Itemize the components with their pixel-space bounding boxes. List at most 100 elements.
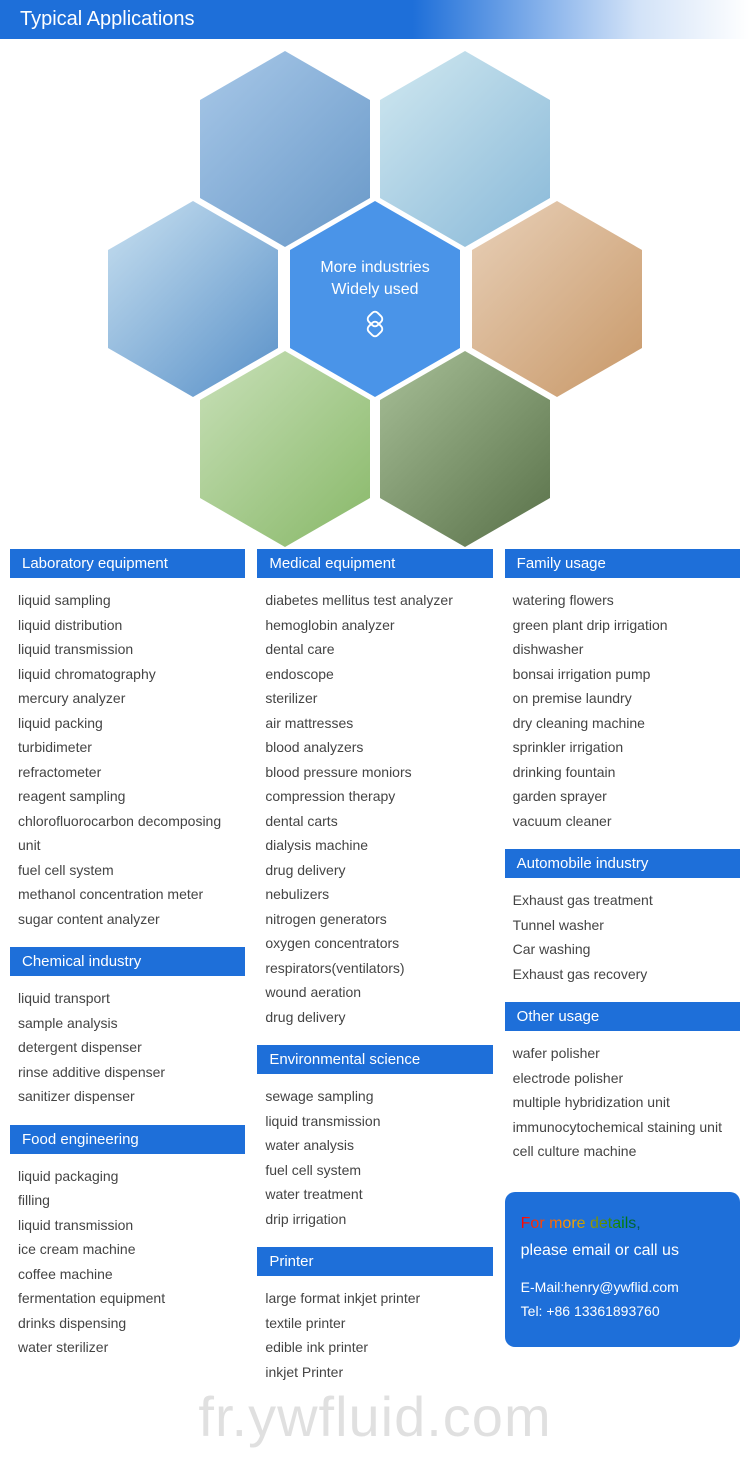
list-item: bonsai irrigation pump bbox=[513, 662, 732, 687]
header-bar: Typical Applications bbox=[0, 0, 750, 39]
section-header: Printer bbox=[257, 1247, 492, 1276]
list-item: fuel cell system bbox=[265, 1158, 484, 1183]
page-title: Typical Applications bbox=[20, 8, 730, 31]
list-item: Car washing bbox=[513, 937, 732, 962]
section-items: diabetes mellitus test analyzerhemoglobi… bbox=[257, 588, 492, 1045]
list-item: hemoglobin analyzer bbox=[265, 613, 484, 638]
list-item: drinks dispensing bbox=[18, 1311, 237, 1336]
list-item: blood analyzers bbox=[265, 735, 484, 760]
list-item: water analysis bbox=[265, 1133, 484, 1158]
section-header: Other usage bbox=[505, 1002, 740, 1031]
contact-box: For more details,please email or call us… bbox=[505, 1192, 740, 1348]
list-item: rinse additive dispenser bbox=[18, 1060, 237, 1085]
list-item: garden sprayer bbox=[513, 784, 732, 809]
list-item: respirators(ventilators) bbox=[265, 956, 484, 981]
list-item: drug delivery bbox=[265, 1005, 484, 1030]
list-item: dental care bbox=[265, 637, 484, 662]
list-item: edible ink printer bbox=[265, 1335, 484, 1360]
section-items: liquid samplingliquid distribution liquid… bbox=[10, 588, 245, 947]
list-item: fermentation equipment bbox=[18, 1286, 237, 1311]
list-item: fuel cell system bbox=[18, 858, 237, 883]
list-item: liquid sampling bbox=[18, 588, 237, 613]
list-item: refractometer bbox=[18, 760, 237, 785]
list-item: Exhaust gas recovery bbox=[513, 962, 732, 987]
section-items: liquid transportsample analysisdetergent… bbox=[10, 986, 245, 1125]
list-item: liquid transport bbox=[18, 986, 237, 1011]
list-item: chlorofluorocarbon decomposing unit bbox=[18, 809, 237, 858]
list-item: immunocytochemical staining unit bbox=[513, 1115, 732, 1140]
list-item: drug delivery bbox=[265, 858, 484, 883]
list-item: multiple hybridization unit bbox=[513, 1090, 732, 1115]
column-1: Laboratory equipmentliquid samplingliqui… bbox=[10, 549, 245, 1400]
hex-image-irrigation bbox=[380, 351, 550, 547]
section-items: sewage samplingliquid transmissionwater … bbox=[257, 1084, 492, 1247]
list-item: filling bbox=[18, 1188, 237, 1213]
list-item: cell culture machine bbox=[513, 1139, 732, 1164]
list-item: coffee machine bbox=[18, 1262, 237, 1287]
list-item: nitrogen generators bbox=[265, 907, 484, 932]
section-items: Exhaust gas treatmentTunnel washerCar wa… bbox=[505, 888, 740, 1002]
list-item: dental carts bbox=[265, 809, 484, 834]
link-icon bbox=[360, 309, 390, 339]
section-header: Family usage bbox=[505, 549, 740, 578]
list-item: water treatment bbox=[265, 1182, 484, 1207]
list-item: watering flowers bbox=[513, 588, 732, 613]
column-2: Medical equipment diabetes mellitus test … bbox=[257, 549, 492, 1400]
list-item: sterilizer bbox=[265, 686, 484, 711]
contact-email: E-Mail:henry@ywflid.com bbox=[521, 1276, 724, 1300]
section-header: Automobile industry bbox=[505, 849, 740, 878]
section-header: Medical equipment bbox=[257, 549, 492, 578]
contact-cta-line1: For more details, bbox=[521, 1210, 724, 1237]
list-item: endoscope bbox=[265, 662, 484, 687]
list-item: mercury analyzer bbox=[18, 686, 237, 711]
section-items: wafer polisherelectrode polishermultiple… bbox=[505, 1041, 740, 1180]
list-item: water sterilizer bbox=[18, 1335, 237, 1360]
section-items: large format inkjet printertextile print… bbox=[257, 1286, 492, 1400]
hex-center-line1: More industries bbox=[320, 259, 429, 277]
list-item: ice cream machine bbox=[18, 1237, 237, 1262]
list-item: nebulizers bbox=[265, 882, 484, 907]
list-item: liquid transmission bbox=[265, 1109, 484, 1134]
section-header: Chemical industry bbox=[10, 947, 245, 976]
list-item: electrode polisher bbox=[513, 1066, 732, 1091]
section-items: watering flowersgreen plant drip irrigat… bbox=[505, 588, 740, 849]
section-header: Laboratory equipment bbox=[10, 549, 245, 578]
list-item: liquid packing bbox=[18, 711, 237, 736]
list-item: liquid packaging bbox=[18, 1164, 237, 1189]
list-item: sprinkler irrigation bbox=[513, 735, 732, 760]
list-item: green plant drip irrigation bbox=[513, 613, 732, 638]
list-item: air mattresses bbox=[265, 711, 484, 736]
list-item: oxygen concentrators bbox=[265, 931, 484, 956]
hex-image-beaker bbox=[380, 51, 550, 247]
list-item: textile printer bbox=[265, 1311, 484, 1336]
hex-image-medical bbox=[200, 51, 370, 247]
list-item: dishwasher bbox=[513, 637, 732, 662]
hex-center: More industries Widely used bbox=[290, 201, 460, 397]
list-item: blood pressure moniors bbox=[265, 760, 484, 785]
list-item: drip irrigation bbox=[265, 1207, 484, 1232]
hex-image-recycle bbox=[200, 351, 370, 547]
list-item: Tunnel washer bbox=[513, 913, 732, 938]
list-item: large format inkjet printer bbox=[265, 1286, 484, 1311]
list-item: sewage sampling bbox=[265, 1084, 484, 1109]
section-header: Food engineering bbox=[10, 1125, 245, 1154]
list-item: sugar content analyzer bbox=[18, 907, 237, 932]
list-item: liquid distribution bbox=[18, 613, 237, 638]
list-item: liquid chromatography bbox=[18, 662, 237, 687]
list-item: reagent sampling bbox=[18, 784, 237, 809]
contact-tel: Tel: +86 13361893760 bbox=[521, 1300, 724, 1324]
section-items: liquid packagingfillingliquid transmissi… bbox=[10, 1164, 245, 1376]
list-item: inkjet Printer bbox=[265, 1360, 484, 1385]
hex-image-food bbox=[472, 201, 642, 397]
list-item: wound aeration bbox=[265, 980, 484, 1005]
list-item: Exhaust gas treatment bbox=[513, 888, 732, 913]
list-item: sanitizer dispenser bbox=[18, 1084, 237, 1109]
section-header: Environmental science bbox=[257, 1045, 492, 1074]
list-item: dry cleaning machine bbox=[513, 711, 732, 736]
hex-center-line2: Widely used bbox=[331, 281, 418, 299]
list-item: detergent dispenser bbox=[18, 1035, 237, 1060]
columns-container: Laboratory equipmentliquid samplingliqui… bbox=[0, 549, 750, 1400]
list-item: dialysis machine bbox=[265, 833, 484, 858]
list-item: turbidimeter bbox=[18, 735, 237, 760]
list-item: liquid transmission bbox=[18, 1213, 237, 1238]
